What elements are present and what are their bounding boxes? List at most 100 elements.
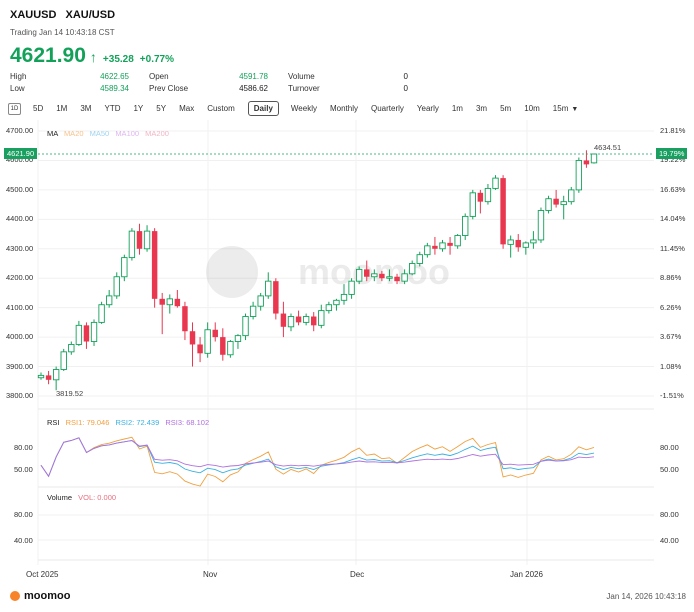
candle-body — [454, 235, 461, 247]
candle-body — [257, 295, 264, 307]
tab-10min[interactable]: 10m — [524, 104, 540, 113]
candle-body — [318, 310, 325, 326]
candle-body — [424, 245, 431, 256]
symbol-name: XAU/USD — [65, 9, 116, 21]
tab-custom[interactable]: Custom — [207, 104, 235, 113]
rsi1-line — [40, 436, 595, 487]
ma50-label: MA50 — [89, 129, 110, 138]
candle-body — [249, 305, 257, 317]
candle-body — [371, 273, 378, 278]
candle-body — [530, 239, 537, 244]
tab-3min[interactable]: 3m — [475, 104, 488, 113]
candle-body — [439, 242, 446, 250]
tab-monthly[interactable]: Monthly — [329, 104, 358, 113]
volume-label: Volume — [288, 72, 315, 81]
brand-name: moomoo — [24, 590, 71, 602]
rsi3-line — [40, 437, 595, 478]
rsi-tick-80: 80.00 — [14, 443, 33, 452]
tab-1d[interactable]: 1D — [8, 102, 21, 115]
pct-tick-label: 14.04% — [660, 214, 686, 224]
candle-body — [83, 325, 90, 342]
candle-body — [273, 281, 279, 314]
tab-ytd[interactable]: YTD — [104, 104, 121, 113]
footer-timestamp: Jan 14, 2026 10:43:18 — [606, 592, 686, 601]
pct-tick-label: 21.81% — [660, 126, 686, 135]
high-label: High — [10, 72, 27, 81]
candle-body — [280, 313, 287, 327]
prev-close-value: 4586.62 — [239, 84, 268, 93]
price-row: 4621.90 ↑ +35.28 +0.77% — [10, 44, 174, 68]
candle-body — [416, 254, 423, 264]
rsi-legend[interactable]: RSI RSI1: 79.046 RSI2: 72.439 RSI3: 68.1… — [47, 418, 209, 427]
open-label: Open — [149, 72, 169, 81]
rsi-tick-50: 50.00 — [14, 465, 33, 474]
watermark: moomoo — [206, 246, 450, 298]
candle-body — [432, 245, 438, 249]
brand-logo: moomoo — [10, 590, 70, 602]
y-tick-label: 3900.00 — [6, 361, 34, 371]
candle-body — [537, 210, 545, 241]
tab-5min[interactable]: 5m — [500, 104, 512, 113]
pct-tick-label: 8.86% — [660, 273, 682, 283]
candle-body — [568, 189, 575, 203]
candle-body — [348, 280, 355, 295]
candle-body — [560, 201, 567, 206]
current-price-tag: 4621.90 — [4, 148, 38, 159]
pct-tick-label: -1.51% — [660, 391, 684, 400]
chart-area[interactable]: moomoo — [0, 120, 694, 590]
candle-body — [45, 375, 52, 380]
tab-weekly[interactable]: Weekly — [290, 104, 317, 113]
tab-3m[interactable]: 3M — [80, 104, 92, 113]
tab-1m[interactable]: 1M — [56, 104, 68, 113]
tab-5d[interactable]: 5D — [33, 104, 44, 113]
candle-body — [189, 331, 196, 345]
candle-body — [325, 304, 333, 312]
volume-legend[interactable]: Volume VOL: 0.000 — [47, 493, 116, 502]
candle-body — [106, 295, 113, 306]
candle-body — [166, 298, 173, 306]
candle-body — [204, 329, 211, 354]
candle-body — [295, 316, 302, 323]
tab-max[interactable]: Max — [179, 104, 195, 113]
up-arrow-icon: ↑ — [89, 49, 97, 65]
rsi-panel — [40, 436, 595, 487]
x-label-nov: Nov — [203, 570, 218, 579]
rsi-rtick-80: 80.00 — [660, 443, 679, 452]
tab-quarterly[interactable]: Quarterly — [371, 104, 404, 113]
tab-yearly[interactable]: Yearly — [416, 104, 439, 113]
y-tick-label: 4600.00 — [6, 155, 34, 165]
candle-body — [515, 239, 521, 248]
candle-body — [522, 242, 529, 248]
candle-body — [401, 273, 408, 282]
candle-body — [355, 268, 363, 282]
pct-tick-label: 11.45% — [660, 243, 685, 253]
candle-body — [583, 160, 590, 165]
rsi-label: RSI — [47, 418, 60, 427]
candle-body — [90, 321, 98, 342]
vol-tick-40: 40.00 — [14, 536, 33, 545]
candle-body — [484, 187, 492, 203]
candle-body — [98, 304, 105, 323]
pct-tick-label: 3.67% — [660, 332, 682, 342]
candle-body — [227, 341, 234, 356]
candlestick-series — [37, 150, 598, 391]
tab-1y[interactable]: 1Y — [133, 104, 144, 113]
tab-5y[interactable]: 5Y — [156, 104, 167, 113]
candle-body — [37, 374, 45, 379]
candle-body — [333, 299, 340, 306]
tab-15min[interactable]: 15m ▼ — [553, 104, 579, 113]
rsi2-label: RSI2: 72.439 — [115, 418, 160, 427]
pct-tick-label: 6.26% — [660, 302, 682, 312]
candle-body — [507, 239, 514, 245]
tab-daily[interactable]: Daily — [247, 101, 279, 116]
candle-body — [379, 273, 385, 279]
low-label: Low — [10, 84, 25, 93]
chevron-down-icon: ▼ — [571, 106, 579, 113]
candle-body — [310, 316, 317, 326]
volume-panel-label: Volume — [47, 493, 73, 502]
ma-legend[interactable]: MA MA20 MA50 MA100 MA200 — [47, 129, 169, 138]
tab-1min[interactable]: 1m — [451, 104, 463, 113]
period-tabs: 1D 5D 1M 3M YTD 1Y 5Y Max Custom Daily W… — [8, 101, 591, 116]
price-change-pct: +0.77% — [139, 54, 174, 65]
chart-grid — [37, 120, 654, 565]
